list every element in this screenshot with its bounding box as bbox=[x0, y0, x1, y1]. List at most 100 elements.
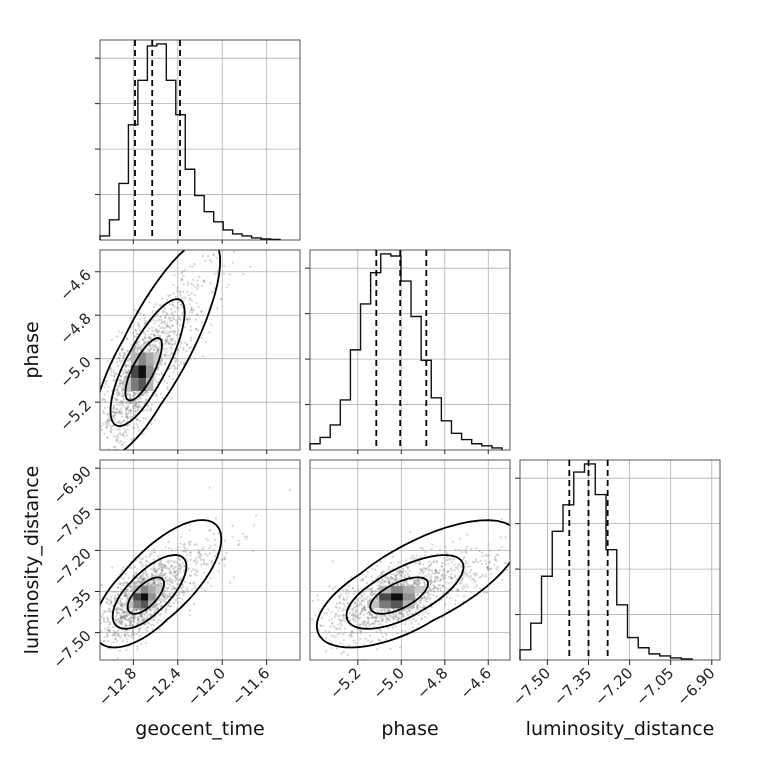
scatter-point bbox=[186, 548, 189, 551]
scatter-point bbox=[169, 578, 172, 581]
scatter-point bbox=[129, 394, 132, 397]
scatter-point bbox=[156, 372, 159, 376]
scatter-point bbox=[177, 364, 181, 367]
scatter-point bbox=[370, 622, 373, 625]
scatter-point bbox=[379, 582, 383, 585]
scatter-point bbox=[125, 373, 128, 376]
scatter-point bbox=[128, 613, 131, 616]
scatter-point bbox=[424, 551, 427, 554]
scatter-point bbox=[363, 605, 367, 608]
scatter-point bbox=[363, 608, 366, 611]
scatter-point bbox=[154, 569, 157, 573]
scatter-point bbox=[365, 581, 369, 585]
scatter-point bbox=[124, 415, 127, 418]
scatter-point bbox=[168, 595, 172, 598]
scatter-point bbox=[351, 586, 355, 590]
scatter-point bbox=[113, 411, 117, 415]
scatter-point bbox=[107, 417, 110, 420]
scatter-point bbox=[385, 621, 388, 624]
scatter-point bbox=[119, 607, 122, 611]
scatter-point bbox=[156, 580, 159, 583]
scatter-point bbox=[156, 608, 160, 611]
scatter-point bbox=[178, 296, 181, 300]
scatter-point bbox=[161, 569, 164, 572]
scatter-point bbox=[329, 625, 332, 628]
scatter-point bbox=[156, 607, 159, 610]
scatter-point bbox=[110, 603, 113, 606]
scatter-point bbox=[125, 624, 128, 627]
scatter-point bbox=[377, 620, 380, 623]
scatter-point bbox=[387, 609, 390, 613]
scatter-point bbox=[177, 332, 181, 336]
scatter-point bbox=[123, 419, 126, 422]
scatter-point bbox=[173, 586, 176, 589]
scatter-point bbox=[495, 553, 498, 557]
scatter-point bbox=[466, 586, 470, 589]
scatter-point bbox=[387, 619, 390, 622]
scatter-point bbox=[167, 603, 170, 606]
scatter-point bbox=[151, 309, 154, 313]
scatter-point bbox=[152, 333, 155, 336]
scatter-point bbox=[343, 605, 347, 608]
scatter-point bbox=[359, 637, 362, 640]
scatter-point bbox=[374, 615, 377, 619]
scatter-point bbox=[114, 618, 117, 621]
scatter-point bbox=[121, 617, 124, 620]
scatter-point bbox=[411, 578, 414, 581]
scatter-point bbox=[164, 341, 168, 344]
scatter-point bbox=[160, 392, 163, 396]
scatter-point bbox=[121, 616, 124, 619]
scatter-point bbox=[136, 345, 140, 348]
scatter-point bbox=[186, 318, 189, 321]
scatter-point bbox=[172, 587, 175, 590]
scatter-point bbox=[387, 565, 391, 568]
scatter-point bbox=[120, 347, 124, 350]
scatter-point bbox=[352, 639, 356, 642]
scatter-point bbox=[119, 604, 123, 607]
scatter-point bbox=[112, 435, 115, 438]
scatter-point bbox=[151, 573, 154, 577]
scatter-point bbox=[119, 615, 123, 618]
scatter-point bbox=[151, 326, 154, 329]
scatter-point bbox=[133, 620, 136, 623]
scatter-point bbox=[193, 543, 196, 546]
scatter-point bbox=[212, 236, 214, 238]
scatter-point bbox=[118, 411, 121, 414]
scatter-point bbox=[166, 355, 170, 358]
scatter-point bbox=[126, 407, 129, 410]
panel-frame bbox=[99, 459, 301, 661]
scatter-point bbox=[171, 364, 174, 368]
scatter-point bbox=[124, 634, 127, 637]
scatter-point bbox=[182, 585, 185, 589]
scatter-point bbox=[185, 318, 189, 321]
scatter-point bbox=[153, 567, 156, 570]
scatter-point bbox=[472, 561, 475, 564]
scatter-point bbox=[120, 401, 124, 404]
scatter-point bbox=[141, 557, 145, 560]
scatter-point bbox=[139, 614, 142, 617]
scatter-point bbox=[405, 559, 408, 562]
scatter-point bbox=[444, 545, 447, 548]
scatter-point bbox=[216, 270, 219, 273]
scatter-point bbox=[185, 343, 189, 346]
scatter-point bbox=[137, 619, 140, 622]
scatter-point bbox=[130, 401, 133, 405]
density-cell bbox=[153, 352, 161, 366]
scatter-point bbox=[146, 583, 149, 586]
scatter-point bbox=[173, 305, 176, 308]
density-cell bbox=[391, 585, 403, 594]
scatter-point bbox=[438, 548, 441, 552]
scatter-point bbox=[437, 571, 440, 575]
scatter-point bbox=[464, 572, 467, 575]
scatter-point bbox=[168, 601, 171, 605]
scatter-point bbox=[128, 585, 132, 588]
scatter-point bbox=[361, 577, 365, 581]
scatter-point bbox=[180, 590, 183, 594]
density-cell bbox=[131, 352, 139, 366]
scatter-point bbox=[398, 611, 401, 614]
scatter-point bbox=[144, 398, 147, 401]
scatter-point bbox=[330, 617, 334, 620]
scatter-point bbox=[120, 402, 123, 405]
scatter-point bbox=[159, 612, 163, 616]
scatter-point bbox=[145, 427, 148, 430]
